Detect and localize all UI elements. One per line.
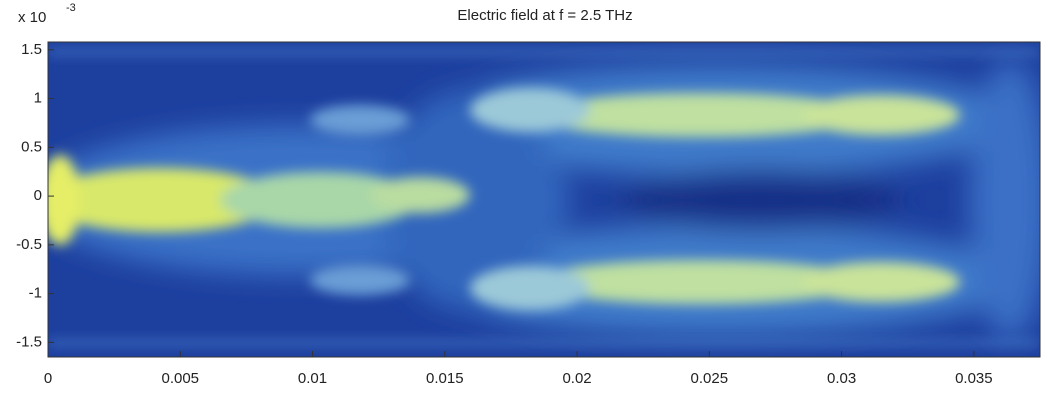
y-tick-label: 0.5 — [21, 138, 42, 155]
x-tick-label: 0 — [44, 370, 52, 387]
chart-title: Electric field at f = 2.5 THz — [457, 7, 632, 24]
y-multiplier-exponent: -3 — [66, 2, 76, 14]
y-tick-label: 1 — [34, 90, 42, 107]
x-tick-label: 0.015 — [426, 370, 464, 387]
x-tick-label: 0.03 — [827, 370, 856, 387]
x-tick-label: 0.01 — [298, 370, 327, 387]
x-tick-label: 0.035 — [955, 370, 993, 387]
x-tick-label: 0.025 — [691, 370, 729, 387]
x-tick-label: 0.02 — [562, 370, 591, 387]
plot-frame — [47, 41, 1041, 358]
y-tick-label: -0.5 — [16, 236, 42, 253]
y-tick-label: 0 — [34, 187, 42, 204]
y-tick-label: 1.5 — [21, 41, 42, 58]
field-image — [48, 42, 1040, 357]
y-tick-label: -1.5 — [16, 333, 42, 350]
x-tick-label: 0.005 — [161, 370, 199, 387]
y-multiplier: x 10 — [18, 9, 46, 26]
y-tick-label: -1 — [29, 285, 42, 302]
